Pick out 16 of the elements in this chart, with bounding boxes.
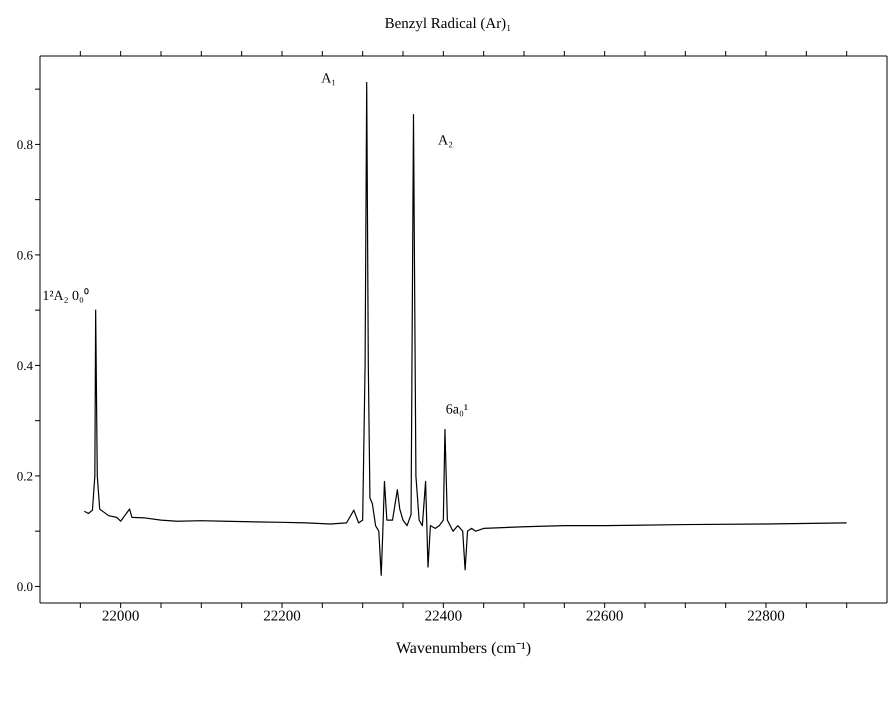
x-tick-label: 22400: [424, 608, 462, 625]
annotation: 6a₀¹: [446, 402, 468, 418]
x-tick-label: 22600: [586, 608, 624, 625]
x-tick-label: 22800: [747, 608, 785, 625]
annotation: A₁: [321, 72, 336, 87]
chart-title: Benzyl Radical (Ar)₁: [384, 15, 512, 33]
x-tick-label: 22200: [263, 608, 301, 625]
x-tick-label: 22000: [102, 608, 140, 625]
y-tick-label: 0.2: [16, 468, 33, 484]
annotation: A₂: [438, 134, 454, 149]
annotation: 1²A₂ 0₀⁰: [42, 288, 89, 304]
y-tick-label: 0.0: [16, 579, 33, 594]
y-tick-label: 0.6: [16, 248, 34, 263]
x-axis-title: Wavenumbers (cm⁻¹): [396, 640, 532, 657]
y-tick-label: 0.4: [16, 358, 34, 374]
y-tick-label: 0.8: [16, 137, 33, 152]
